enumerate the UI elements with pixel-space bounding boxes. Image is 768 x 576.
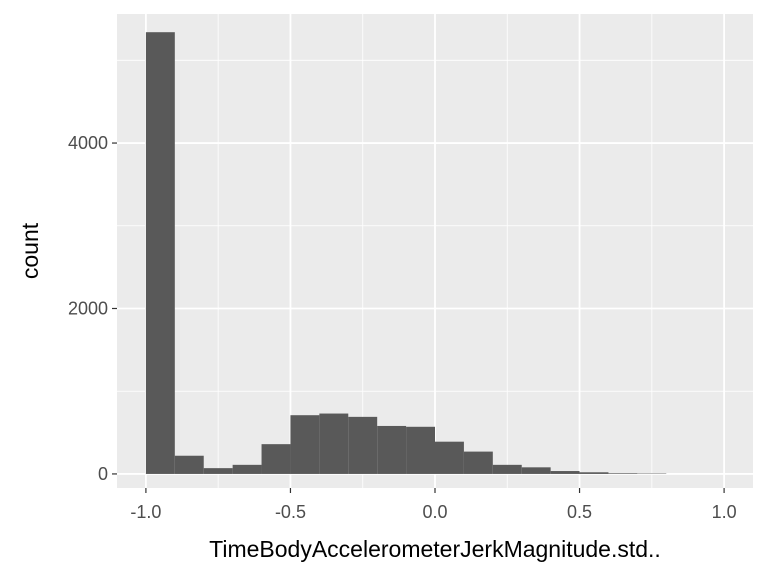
y-tick-label: 2000	[68, 298, 108, 318]
histogram-bar	[463, 451, 493, 474]
histogram-bar	[319, 413, 349, 474]
histogram-bars	[145, 32, 667, 474]
histogram-bar	[521, 467, 551, 474]
histogram-bar	[145, 32, 175, 474]
histogram-bar	[608, 473, 638, 474]
histogram-bar	[261, 444, 291, 474]
x-axis-ticks: -1.0 -0.5 0.0 0.5 1.0	[130, 488, 737, 522]
x-axis-title: TimeBodyAccelerometerJerkMagnitude.std..	[209, 536, 661, 562]
x-tick-label: -1.0	[130, 502, 161, 522]
histogram-bar	[550, 471, 580, 474]
y-axis-title: count	[17, 222, 43, 279]
histogram-bar	[435, 441, 464, 474]
histogram-bar	[290, 415, 320, 474]
x-tick-label: -0.5	[275, 502, 306, 522]
x-tick-label: 0.0	[422, 502, 447, 522]
x-tick-label: 0.5	[567, 502, 592, 522]
histogram-bar	[174, 455, 204, 474]
y-axis-ticks: 0 2000 4000	[68, 133, 117, 484]
y-tick-label: 4000	[68, 133, 108, 153]
histogram-bar	[203, 468, 233, 474]
y-tick-label: 0	[98, 464, 108, 484]
histogram-bar	[406, 426, 435, 474]
histogram-bar	[579, 472, 609, 474]
histogram-bar	[348, 416, 378, 474]
histogram-bar	[492, 464, 522, 474]
x-tick-label: 1.0	[712, 502, 737, 522]
histogram-bar	[232, 464, 262, 474]
histogram-bar	[377, 425, 407, 474]
